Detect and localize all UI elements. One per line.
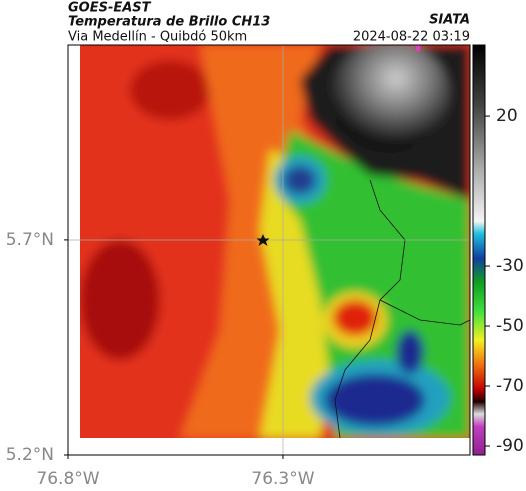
colorbar-tick-label: -90	[496, 436, 524, 456]
header-title: GOES-EAST	[68, 1, 152, 16]
header-subtitle: Temperatura de Brillo CH13	[68, 15, 270, 30]
colorbar-tick-label: -50	[496, 316, 524, 336]
colorbar-tick-label: 20	[496, 106, 518, 126]
x-tick-label: 76.8°W	[36, 469, 99, 489]
header-route: Via Medellín - Quibdó 50km	[68, 30, 247, 45]
colorbar-tick-label: -30	[496, 256, 524, 276]
colorbar	[472, 44, 486, 456]
satellite-field	[80, 45, 470, 438]
colorbar-tick-label: -70	[496, 376, 524, 396]
x-tick-label: 76.3°W	[251, 469, 314, 489]
header-datetime: 2024-08-22 03:19	[353, 30, 470, 45]
location-marker	[256, 234, 270, 246]
y-tick-label: 5.7°N	[6, 230, 54, 250]
map-frame	[67, 44, 471, 456]
header-source: SIATA	[429, 13, 470, 28]
y-tick-label: 5.2°N	[6, 445, 54, 465]
